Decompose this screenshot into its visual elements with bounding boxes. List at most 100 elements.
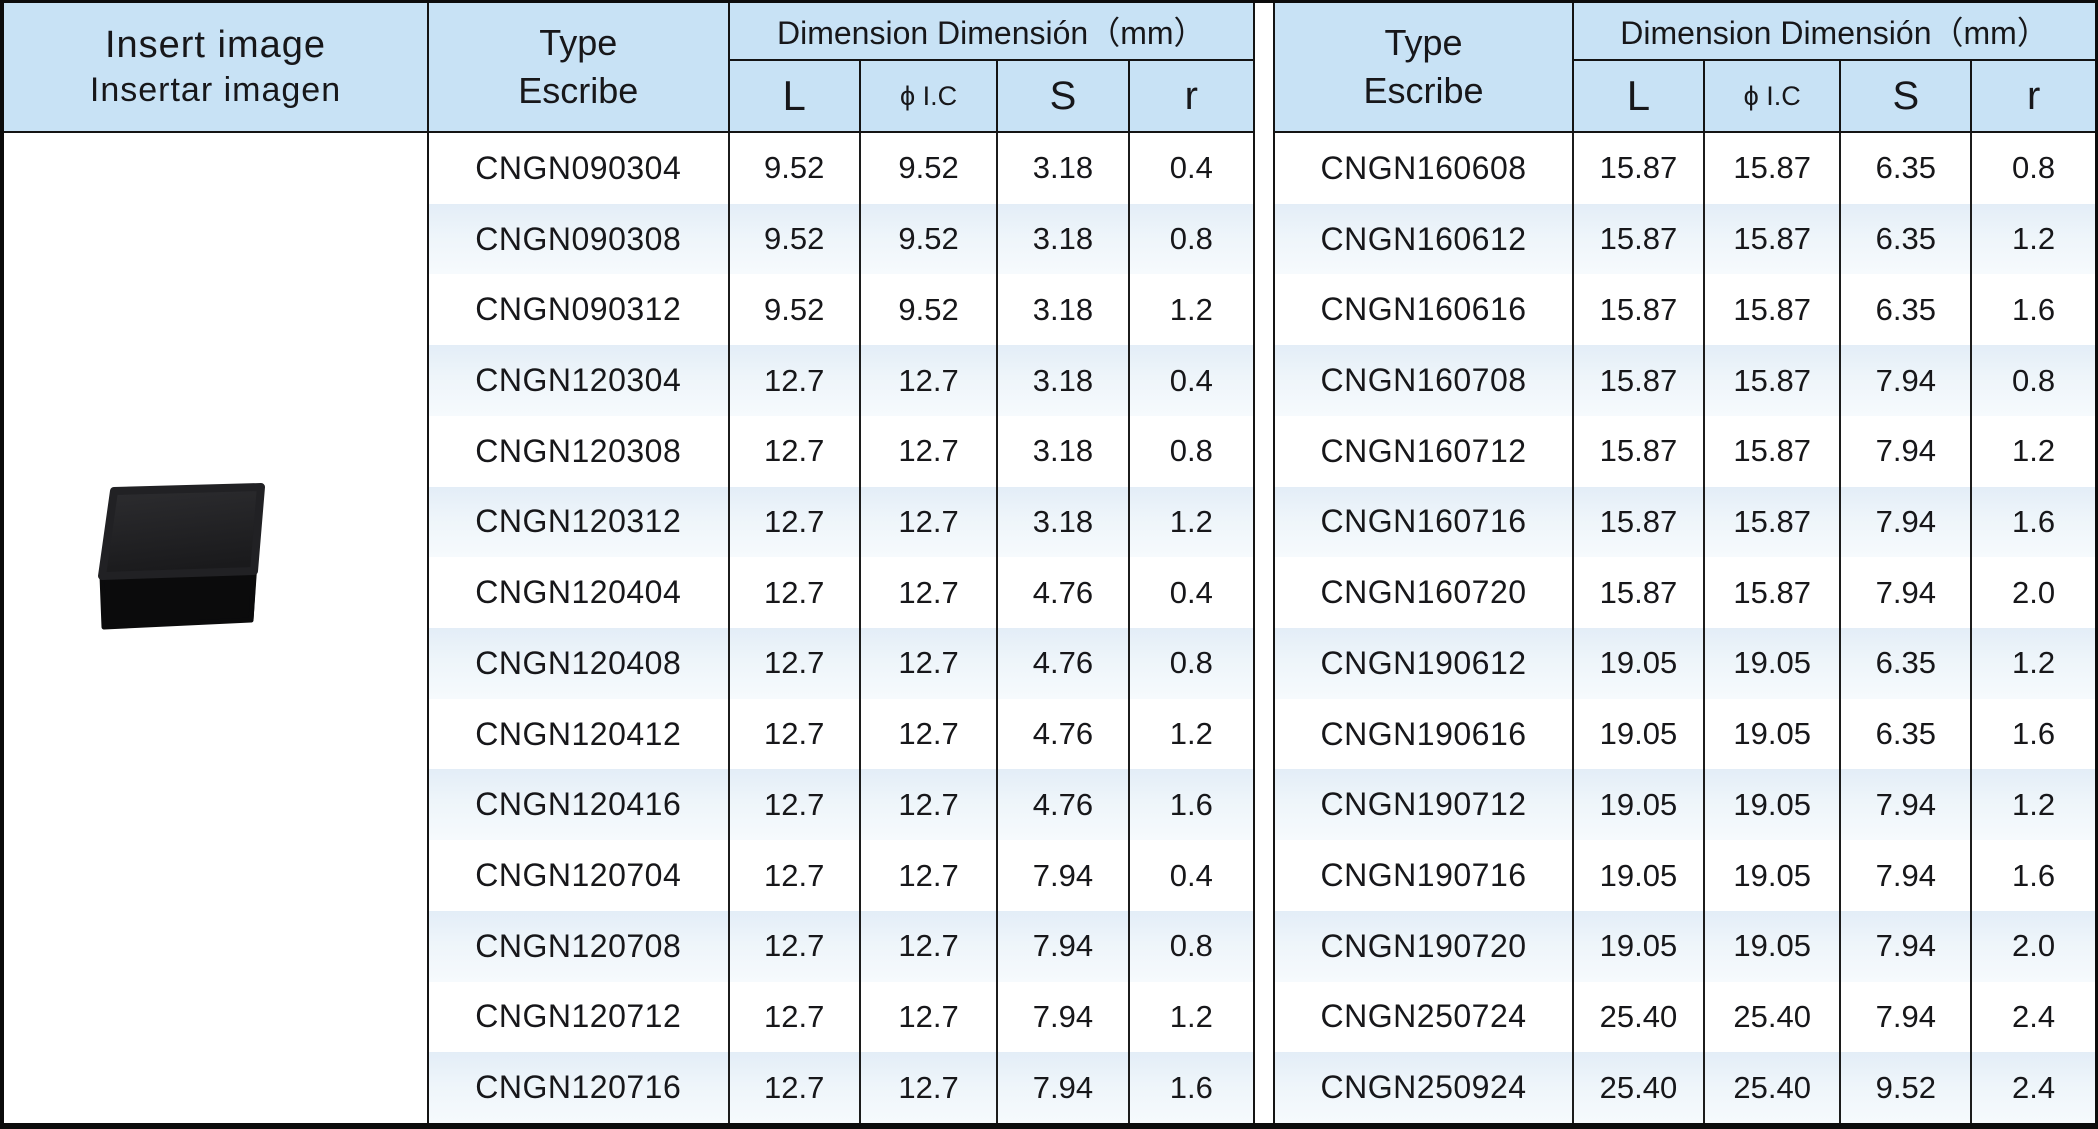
dimension-value-cell: 0.8 (1127, 628, 1253, 699)
dimension-value-cell: 1.6 (1970, 274, 2095, 346)
table-row: CNGN120404 12.7 12.7 4.76 0.4 (429, 557, 1253, 629)
dimension-value-cell: 15.87 (1702, 415, 1840, 487)
table-header: Type Escribe Dimension Dimensión（mm） L ϕ… (1275, 3, 2095, 133)
type-code-cell: CNGN250724 (1320, 998, 1527, 1035)
dimension-value-cell: 4.76 (996, 769, 1127, 841)
dimension-group-header: Dimension Dimensión（mm） (727, 3, 1253, 61)
dimension-value-cell: 12.7 (727, 1052, 859, 1123)
dimension-value-cell: 0.8 (1127, 910, 1253, 982)
type-code-cell: CNGN090304 (475, 149, 682, 186)
dimension-value-cell: 6.35 (1839, 133, 1970, 204)
dimension-value-cell: 1.2 (1970, 628, 2095, 699)
dimension-value-cell: 6.35 (1839, 628, 1970, 699)
dimension-value-cell: 15.87 (1572, 274, 1703, 346)
dimension-value-cell: 15.87 (1702, 274, 1840, 346)
dimension-value-cell: 1.2 (1127, 698, 1253, 770)
insert-image-body (4, 133, 427, 1123)
dimension-value-cell: 3.18 (996, 415, 1127, 487)
dimension-value-cell: 12.7 (727, 910, 859, 982)
dimension-value-cell: 1.6 (1970, 486, 2095, 558)
dimension-value-cell: 15.87 (1572, 133, 1703, 204)
insert-image-title-en: Insert image (104, 24, 327, 66)
dimension-value-cell: 12.7 (858, 981, 996, 1053)
dimension-value-cell: 19.05 (1702, 628, 1840, 699)
table-row: CNGN120712 12.7 12.7 7.94 1.2 (429, 981, 1253, 1053)
dimension-value-cell: 12.7 (727, 415, 859, 487)
dimension-value-cell: 3.18 (996, 486, 1127, 558)
dimension-value-cell: 3.18 (996, 133, 1127, 204)
dimension-value-cell: 12.7 (858, 1052, 996, 1123)
dimension-value-cell: 1.6 (1127, 769, 1253, 841)
type-code-cell: CNGN120312 (475, 503, 682, 540)
dimension-value-cell: 7.94 (1839, 557, 1970, 629)
type-code-cell: CNGN120308 (475, 432, 682, 469)
dimension-value-cell: 15.87 (1702, 203, 1840, 275)
column-header-S: S (996, 61, 1127, 131)
dimension-value-cell: 7.94 (1839, 415, 1970, 487)
dimension-value-cell: 4.76 (996, 557, 1127, 629)
type-code-cell: CNGN190616 (1320, 715, 1527, 752)
dimension-value-cell: 9.52 (727, 203, 859, 275)
table-row: CNGN120716 12.7 12.7 7.94 1.6 (429, 1052, 1253, 1123)
dimension-value-cell: 1.2 (1127, 486, 1253, 558)
dimension-value-cell: 15.87 (1572, 486, 1703, 558)
table-row: CNGN120408 12.7 12.7 4.76 0.8 (429, 628, 1253, 699)
dimension-value-cell: 12.7 (727, 486, 859, 558)
type-code-cell: CNGN190712 (1320, 786, 1527, 823)
dimension-value-cell: 7.94 (996, 1052, 1127, 1123)
dimension-value-cell: 0.8 (1970, 133, 2095, 204)
column-header-L: L (727, 61, 859, 131)
table-row: CNGN190616 19.05 19.05 6.35 1.6 (1275, 698, 2095, 770)
dimension-value-cell: 9.52 (858, 274, 996, 346)
dimension-value-cell: 3.18 (996, 203, 1127, 275)
dimension-value-cell: 12.7 (727, 628, 859, 699)
column-header-r: r (1127, 61, 1253, 131)
dimension-value-cell: 2.0 (1970, 557, 2095, 629)
table-row: CNGN250724 25.40 25.40 7.94 2.4 (1275, 981, 2095, 1053)
insert-photo (97, 483, 265, 630)
dimension-value-cell: 3.18 (996, 274, 1127, 346)
type-code-cell: CNGN160712 (1320, 432, 1527, 469)
dimension-value-cell: 7.94 (1839, 769, 1970, 841)
type-code-cell: CNGN120412 (475, 715, 682, 752)
dimension-value-cell: 6.35 (1839, 274, 1970, 346)
type-label-en: Type (1384, 22, 1463, 63)
table-row: CNGN160608 15.87 15.87 6.35 0.8 (1275, 133, 2095, 204)
dimension-table-left: Type Escribe Dimension Dimensión（mm） L ϕ… (427, 3, 1253, 1123)
dimension-value-cell: 7.94 (1839, 981, 1970, 1053)
dimension-value-cell: 6.35 (1839, 203, 1970, 275)
type-code-cell: CNGN160716 (1320, 503, 1527, 540)
dimension-value-cell: 12.7 (858, 628, 996, 699)
type-code-cell: CNGN190612 (1320, 644, 1527, 681)
type-label-es: Escribe (1363, 70, 1484, 111)
dimension-value-cell: 15.87 (1702, 345, 1840, 416)
table-row: CNGN090308 9.52 9.52 3.18 0.8 (429, 203, 1253, 275)
type-code-cell: CNGN190720 (1320, 927, 1527, 964)
dimension-value-cell: 1.6 (1127, 1052, 1253, 1123)
table-header: Type Escribe Dimension Dimensión（mm） L ϕ… (429, 3, 1253, 133)
dimension-value-cell: 12.7 (727, 345, 859, 416)
type-code-cell: CNGN160612 (1320, 220, 1527, 257)
dimension-value-cell: 7.94 (1839, 345, 1970, 416)
dimension-value-cell: 1.2 (1127, 981, 1253, 1053)
dimension-value-cell: 15.87 (1572, 345, 1703, 416)
dimension-value-cell: 12.7 (858, 415, 996, 487)
table-row: CNGN160720 15.87 15.87 7.94 2.0 (1275, 557, 2095, 629)
dimension-value-cell: 25.40 (1702, 1052, 1840, 1123)
dimension-value-cell: 25.40 (1572, 1052, 1703, 1123)
insert-image-header: Insert image Insertar imagen (4, 3, 427, 133)
dimension-value-cell: 15.87 (1702, 133, 1840, 204)
dimension-value-cell: 2.4 (1970, 981, 2095, 1053)
dimension-value-cell: 9.52 (1839, 1052, 1970, 1123)
table-row: CNGN160708 15.87 15.87 7.94 0.8 (1275, 345, 2095, 416)
dimension-value-cell: 9.52 (727, 133, 859, 204)
dimension-value-cell: 9.52 (858, 133, 996, 204)
table-row: CNGN090304 9.52 9.52 3.18 0.4 (429, 133, 1253, 204)
dimension-value-cell: 12.7 (858, 698, 996, 770)
table-row: CNGN190712 19.05 19.05 7.94 1.2 (1275, 769, 2095, 841)
column-header-r: r (1970, 61, 2095, 131)
dimension-table-right: Type Escribe Dimension Dimensión（mm） L ϕ… (1275, 3, 2095, 1123)
table-divider-gap (1253, 3, 1275, 1123)
dimension-value-cell: 15.87 (1702, 486, 1840, 558)
type-column-header: Type Escribe (429, 3, 728, 131)
